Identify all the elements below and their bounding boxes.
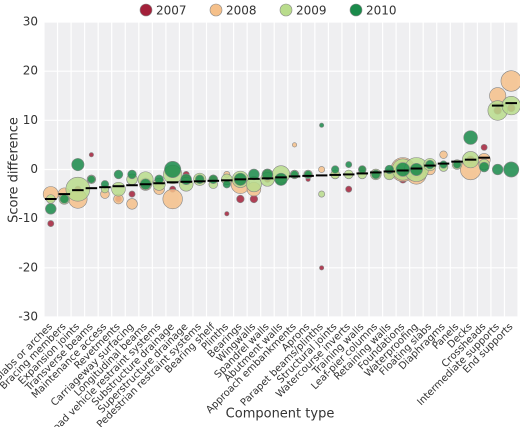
y-axis-title: Score difference — [7, 117, 22, 223]
bubble — [463, 130, 478, 145]
bubble — [358, 165, 367, 174]
bubble — [111, 181, 126, 197]
bubble — [261, 168, 274, 181]
bubble — [318, 166, 326, 173]
legend-swatch — [349, 3, 363, 17]
bubble — [439, 150, 448, 159]
bubble — [503, 161, 520, 178]
bubble — [128, 190, 136, 198]
bubble — [318, 190, 326, 198]
bubble — [500, 70, 520, 92]
bubble — [88, 152, 94, 158]
bubble — [371, 169, 381, 180]
bubble — [59, 194, 69, 204]
y-tick-label: 0 — [30, 162, 38, 176]
bubble — [71, 158, 85, 172]
y-tick-label: -30 — [18, 310, 38, 324]
bubble — [478, 161, 490, 173]
y-tick-label: -20 — [18, 260, 38, 274]
bubble — [274, 172, 288, 186]
legend-label: 2007 — [156, 4, 187, 18]
bubble — [45, 203, 57, 215]
bubble — [303, 170, 313, 179]
bubble — [224, 211, 230, 217]
bubble — [162, 188, 183, 210]
legend-swatch — [209, 3, 223, 17]
x-axis-title: Component type — [226, 407, 335, 422]
y-tick-label: 10 — [23, 113, 38, 127]
bubble — [47, 220, 55, 227]
bubble — [87, 175, 96, 184]
legend-swatch — [279, 3, 293, 17]
bubble — [236, 194, 245, 204]
bubble — [164, 161, 182, 178]
bubble — [345, 161, 353, 168]
bubble — [319, 122, 325, 128]
bubble — [126, 198, 138, 210]
bubble — [480, 143, 488, 151]
bubble — [127, 169, 137, 180]
bubble — [345, 185, 353, 193]
y-tick-label: 30 — [23, 15, 38, 29]
bubble — [319, 265, 325, 271]
bubble — [501, 95, 520, 116]
bubble — [208, 174, 218, 185]
y-tick-label: -10 — [18, 211, 38, 225]
bubble — [292, 142, 298, 148]
bubble — [331, 165, 340, 174]
legend-label: 2009 — [296, 4, 327, 18]
y-tick-label: 20 — [23, 64, 38, 78]
bubble — [180, 173, 192, 185]
legend-swatch — [139, 3, 153, 17]
bubble — [195, 174, 205, 185]
bubble — [222, 180, 231, 189]
bubble — [113, 169, 124, 180]
legend-label: 2010 — [366, 4, 397, 18]
bubble — [384, 164, 395, 175]
bubble — [492, 163, 504, 176]
legend-label: 2008 — [226, 4, 257, 18]
